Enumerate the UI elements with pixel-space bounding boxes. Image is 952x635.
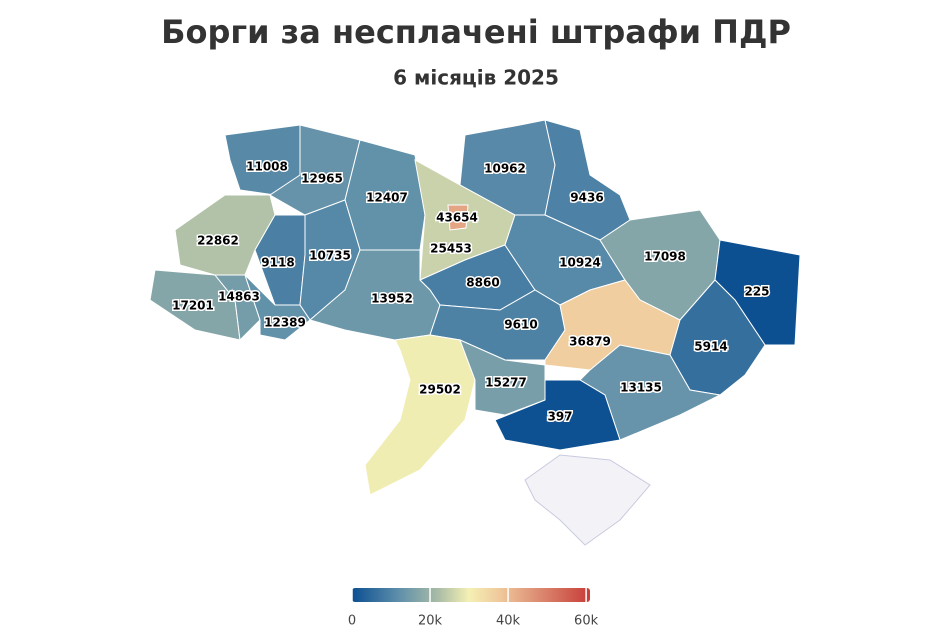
region-value-label: 5914	[694, 340, 727, 354]
region-value-label: 12965	[301, 172, 343, 186]
region-value-label: 13952	[371, 292, 413, 306]
title: Борги за несплачені штрафи ПДР	[161, 13, 791, 51]
region-value-label: 10735	[309, 249, 351, 263]
colorbar-tick-label: 60k	[574, 614, 599, 629]
region	[364, 334, 476, 496]
region-value-label: 13135	[620, 381, 662, 395]
region-value-label: 12407	[366, 191, 408, 205]
colorbar: 0 20k 40k 60k	[348, 588, 599, 629]
region	[494, 379, 621, 451]
region	[244, 274, 311, 341]
region-value-label: 9610	[504, 318, 537, 332]
region-value-label: 22862	[197, 234, 239, 248]
region-value-label: 17098	[644, 250, 686, 264]
region	[213, 274, 261, 342]
region-value-label: 10962	[484, 162, 526, 176]
region	[447, 204, 469, 231]
region-value-label: 12389	[264, 316, 306, 330]
region-value-label: 17201	[172, 299, 214, 313]
region-value-label: 9436	[570, 191, 603, 205]
region-labels: 11008 12965 12407 43654 25453 10962 9436 22862 9…	[171, 158, 771, 425]
region-value-label: 29502	[419, 383, 461, 397]
regions	[149, 119, 801, 496]
region-value-label: 43654	[436, 211, 478, 225]
region-value-label: 25453	[430, 242, 472, 256]
region-value-label: 14863	[218, 290, 260, 304]
region-value-label: 15277	[485, 376, 527, 390]
subtitle: 6 місяців 2025	[393, 66, 559, 90]
colorbar-bar	[352, 588, 590, 602]
no-data-region	[524, 454, 651, 546]
region-value-label: 225	[744, 285, 769, 299]
region-value-label: 397	[547, 410, 572, 424]
region-value-label: 36879	[569, 335, 611, 349]
colorbar-tick-label: 40k	[496, 614, 521, 629]
region-value-label: 8860	[466, 276, 499, 290]
colorbar-tick-label: 0	[348, 614, 356, 629]
colorbar-tick-label: 20k	[418, 614, 443, 629]
region-value-label: 11008	[246, 160, 288, 174]
region-value-label: 10924	[559, 256, 601, 270]
region-value-label: 9118	[261, 256, 294, 270]
